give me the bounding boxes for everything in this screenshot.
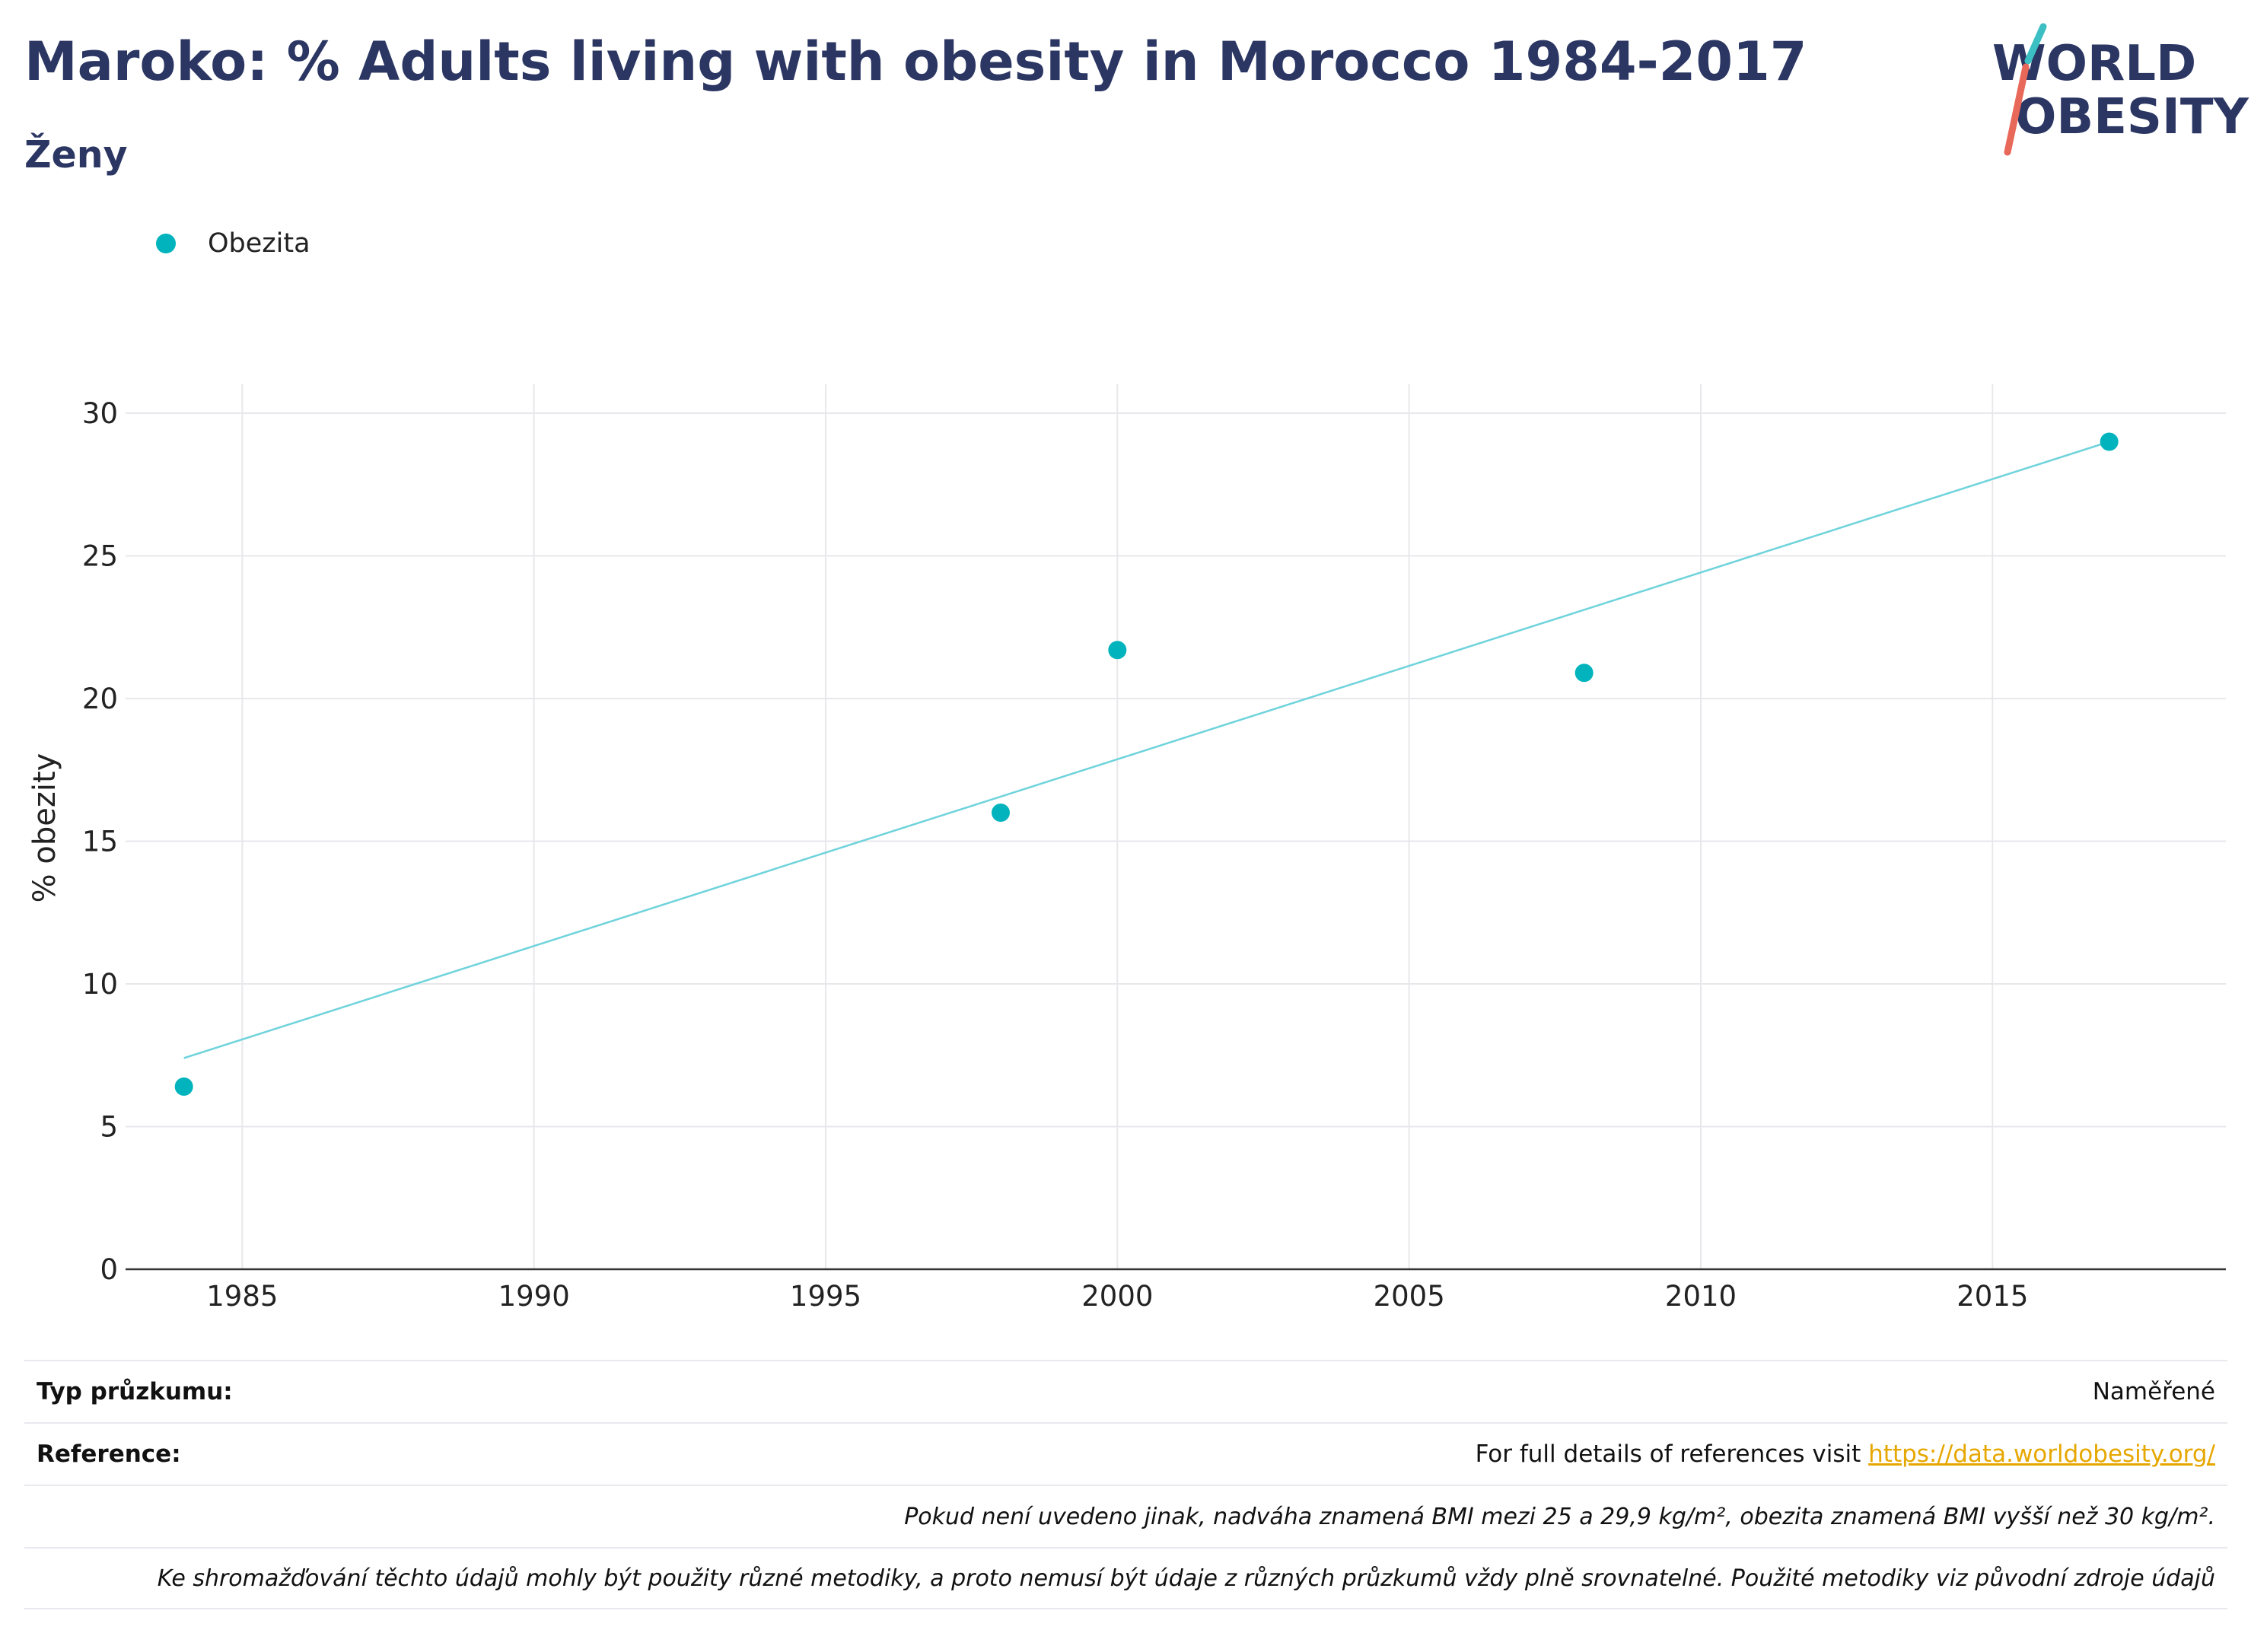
- grid-lines: [126, 384, 2226, 1269]
- data-point: [1108, 641, 1127, 660]
- x-tick-label: 2010: [1665, 1280, 1737, 1313]
- y-tick-label: 10: [82, 968, 118, 1001]
- x-tick-label: 1995: [790, 1280, 861, 1313]
- y-tick-label: 15: [82, 826, 118, 858]
- chart-plot: 0 5 10 15 20 25 30 1985 1990 1995 2000 2005 2010 2015…: [27, 384, 2226, 1313]
- trendline: [183, 441, 2110, 1059]
- legend-marker-icon: [156, 234, 176, 253]
- world-obesity-logo[interactable]: WORLD OBESITY: [1986, 23, 2249, 160]
- y-axis-label: % obezity: [27, 753, 62, 903]
- legend[interactable]: Obezita: [156, 228, 310, 259]
- info-row-reference: Reference: For full details of reference…: [24, 1422, 2227, 1485]
- legend-label: Obezita: [208, 228, 310, 259]
- data-points: [174, 432, 2119, 1096]
- logo-slash-icon: [2004, 23, 2047, 156]
- info-row-note-2: Ke shromažďování těchto údajů mohly být …: [24, 1547, 2227, 1609]
- info-row-note-1: Pokud není uvedeno jinak, nadváha znamen…: [24, 1485, 2227, 1547]
- x-tick-label: 2015: [1956, 1280, 2028, 1313]
- reference-text: For full details of references visit: [1475, 1440, 1869, 1468]
- reference-value: For full details of references visit htt…: [1476, 1440, 2215, 1468]
- x-tick-label: 1985: [206, 1280, 278, 1313]
- reference-link[interactable]: https://data.worldobesity.org/: [1868, 1440, 2215, 1468]
- y-tick-label: 25: [82, 540, 118, 573]
- survey-type-label: Typ průzkumu:: [37, 1378, 233, 1405]
- y-tick-label: 20: [82, 683, 118, 715]
- x-tick-label: 2005: [1374, 1280, 1445, 1313]
- data-point: [992, 804, 1010, 822]
- data-point: [2100, 432, 2119, 451]
- y-tick-label: 5: [100, 1111, 118, 1144]
- survey-type-value: Naměřené: [2092, 1378, 2215, 1405]
- reference-label: Reference:: [37, 1440, 181, 1468]
- trendline-group: [183, 441, 2110, 1059]
- info-table: Typ průzkumu: Naměřené Reference: For fu…: [24, 1360, 2227, 1609]
- logo-word-obesity: OBESITY: [2015, 89, 2249, 145]
- data-point: [174, 1077, 193, 1096]
- x-tick-label: 2000: [1081, 1280, 1153, 1313]
- data-point: [1574, 664, 1594, 683]
- x-tick-label: 1990: [498, 1280, 570, 1313]
- chart-subtitle: Ženy: [24, 133, 128, 177]
- definition-note: Pokud není uvedeno jinak, nadváha znamen…: [904, 1503, 2215, 1530]
- methodology-note: Ke shromažďování těchto údajů mohly být …: [157, 1564, 2215, 1592]
- y-tick-label: 0: [100, 1253, 118, 1286]
- axes: 0 5 10 15 20 25 30 1985 1990 1995 2000 2005 2010 2015: [82, 397, 2226, 1313]
- info-row-survey-type: Typ průzkumu: Naměřené: [24, 1360, 2227, 1422]
- chart-title: Maroko: % Adults living with obesity in …: [24, 30, 1807, 93]
- y-tick-label: 30: [82, 397, 118, 430]
